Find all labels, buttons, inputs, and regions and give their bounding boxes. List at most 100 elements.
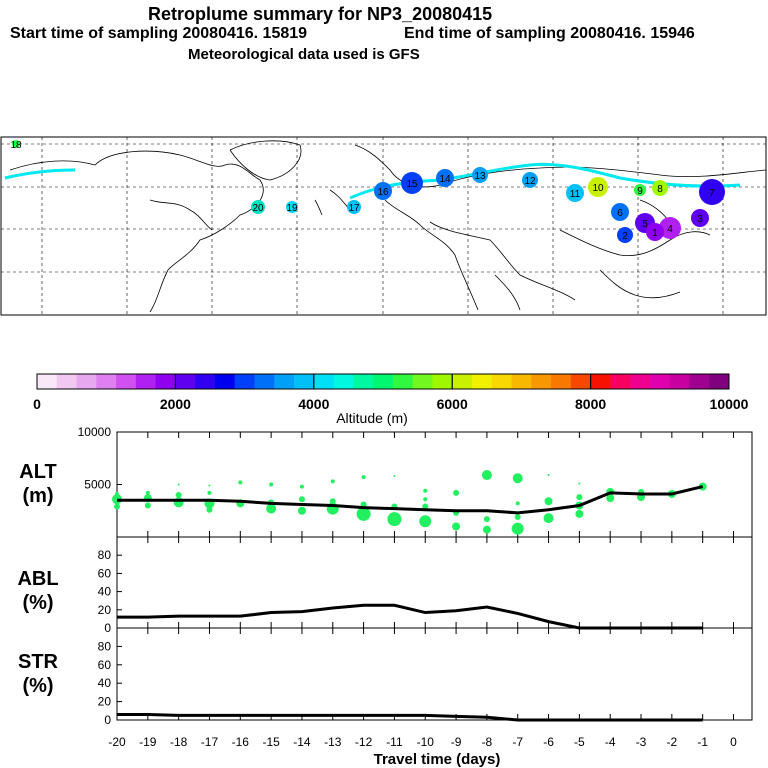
alt-point: [356, 506, 371, 521]
map-marker-label: 3: [697, 214, 703, 225]
colorbar-cell: [353, 374, 374, 389]
y-tick-label: 0: [104, 621, 111, 635]
colorbar-cell: [313, 374, 335, 389]
x-tick-label: -2: [667, 735, 678, 749]
colorbar-cell: [630, 374, 651, 389]
y-tick-label: 60: [98, 658, 112, 672]
map-marker-label: 12: [524, 176, 536, 187]
panel-label: ALT: [19, 461, 56, 483]
alt-point: [422, 503, 429, 510]
alt-point: [361, 475, 366, 480]
y-tick-label: 40: [98, 585, 112, 599]
map-marker: [472, 167, 488, 183]
x-tick-label: -15: [262, 735, 280, 749]
panel-frame: [116, 536, 753, 629]
alt-point: [578, 482, 581, 485]
colorbar-cell: [551, 374, 572, 389]
map-marker: [699, 179, 725, 205]
alt-point: [514, 514, 521, 521]
colorbar-cell: [294, 374, 315, 389]
alt-point: [423, 488, 428, 493]
map-marker-label: 6: [617, 208, 623, 219]
panel-unit: (%): [22, 592, 53, 614]
panel-frame: [116, 627, 753, 721]
alt-point: [144, 502, 151, 509]
panel-label: STR: [18, 651, 59, 673]
alt-point: [175, 492, 182, 498]
panel-alt: ALT(m) 10000 5000: [19, 425, 753, 538]
colorbar-cell: [412, 374, 433, 389]
colorbar-cell: [689, 374, 710, 389]
alt-point: [453, 489, 460, 496]
alt-point: [208, 484, 211, 487]
colorbar-cell: [590, 374, 611, 389]
alt-point: [512, 473, 523, 484]
map-marker-label: 16: [377, 187, 389, 198]
alt-point: [543, 513, 554, 524]
map-marker: [646, 223, 664, 241]
colorbar-cells: [37, 374, 730, 389]
alt-point: [419, 515, 432, 528]
map-marker-label: 13: [474, 171, 486, 182]
alt-point: [266, 503, 277, 514]
met-data-label: Meteorological data used is GFS: [188, 46, 420, 63]
colorbar-tick-label: 4000: [298, 396, 329, 412]
x-tick-label: -10: [417, 735, 435, 749]
map-marker: [566, 184, 584, 202]
colorbar-cell: [37, 374, 58, 389]
colorbar-cell: [669, 374, 690, 389]
alt-point: [481, 470, 492, 481]
map-marker-label: 20: [252, 203, 264, 214]
panel-label: ABL: [17, 568, 58, 590]
x-tick-label: -4: [605, 735, 616, 749]
x-axis: -20 -19 -18 -17 -16 -15 -14 -13 -12 -11 -10 -9 -8 -7-…: [108, 735, 737, 749]
y-tick-label: 20: [98, 603, 112, 617]
map-marker: [691, 209, 709, 227]
alt-point: [544, 497, 553, 506]
alt-point: [299, 484, 304, 489]
colorbar-cell: [392, 374, 414, 389]
alt-point: [297, 506, 306, 515]
map-marker-label: 11: [570, 189, 581, 200]
colorbar-tick-label: 2000: [160, 396, 191, 412]
colorbar-cell: [333, 374, 354, 389]
map-marker: [611, 203, 629, 221]
end-time-label: End time of sampling 20080416. 15946: [404, 25, 695, 42]
alt-point: [511, 522, 524, 535]
x-tick-label: -17: [201, 735, 219, 749]
map-marker-label: 1: [652, 228, 658, 239]
abl-line: [117, 603, 703, 630]
colorbar-cell: [709, 374, 730, 389]
alt-median-line: [117, 485, 704, 515]
x-tick-label: -3: [636, 735, 647, 749]
x-tick-label: -1: [697, 735, 708, 749]
alt-point: [576, 494, 583, 501]
alt-point: [482, 525, 491, 534]
colorbar-tick-label: 0: [33, 396, 41, 412]
colorbar-cell: [116, 374, 137, 389]
alt-point: [547, 474, 550, 477]
x-tick-label: -5: [574, 735, 585, 749]
alt-point: [330, 479, 335, 484]
map-marker: [286, 201, 298, 213]
y-tick-label: 5000: [84, 478, 111, 492]
map-markers: 19 20 18 17 16 15 14 13 12 11 10 9 8 7 6 5 4 3 2 1: [10, 140, 725, 243]
map-marker: [436, 169, 454, 187]
world-map-panel: 19 20 18 17 16 15 14 13 12 11 10 9 8 7 6 5 4 3 2 1: [0, 136, 767, 316]
map-marker: [617, 227, 633, 243]
x-tick-label: -16: [232, 735, 250, 749]
time-series-panels: ALT(m)100005000ABL(%)806040200STR(%)8060…: [17, 425, 753, 727]
colorbar-cell: [175, 374, 196, 389]
map-marker: [251, 200, 265, 214]
colorbar-cell: [610, 374, 631, 389]
x-tick-label: -20: [108, 735, 126, 749]
y-tick-label: 80: [98, 639, 112, 653]
map-marker: [522, 172, 538, 188]
alt-point: [269, 482, 274, 487]
colorbar-cell: [491, 374, 513, 389]
x-tick-label: -7: [512, 735, 523, 749]
colorbar-cell: [135, 374, 157, 389]
x-tick-label: -18: [170, 735, 188, 749]
colorbar-tick-label: 10000: [710, 396, 749, 412]
